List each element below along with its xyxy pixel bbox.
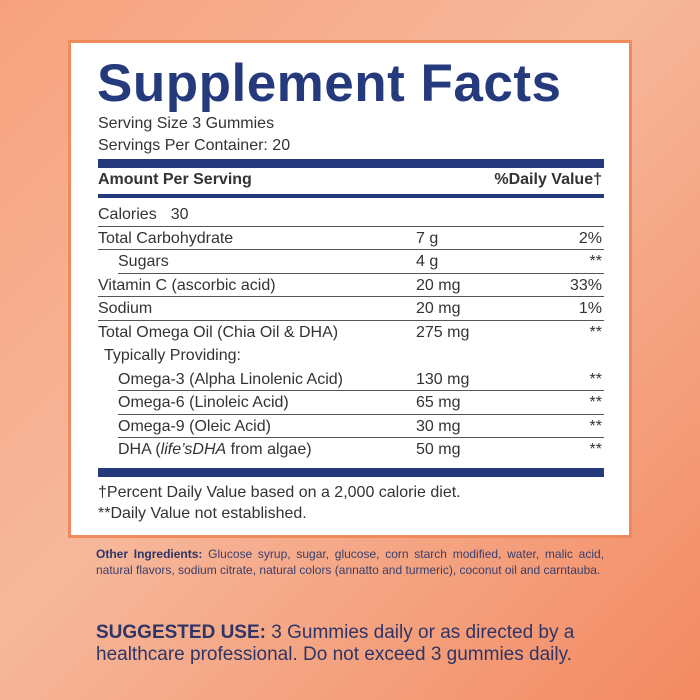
nutrient-label: Omega-9 (Oleic Acid) xyxy=(118,417,271,435)
nutrient-label: Omega-3 (Alpha Linolenic Acid) xyxy=(118,370,344,388)
serving-size: Serving Size 3 Gummies xyxy=(98,115,275,132)
nutrient-row: Total Omega Oil (Chia Oil & DHA) 275 mg ** xyxy=(98,321,604,345)
daily-value: ** xyxy=(589,253,602,270)
header-amount: Amount Per Serving xyxy=(98,171,252,188)
nutrient-label: Vitamin C (ascorbic acid) xyxy=(98,276,276,294)
amount: 65 mg xyxy=(416,394,461,411)
label: Other Ingredients: xyxy=(96,547,203,561)
label: SUGGESTED USE: xyxy=(96,622,266,643)
table-header: Amount Per Serving %Daily Value† xyxy=(98,171,604,189)
nutrient-label: Sodium xyxy=(98,300,153,317)
text: Glucose syrup, sugar, glucose, corn star… xyxy=(96,547,604,577)
nutrient-row: Omega-6 (Linoleic Acid) 65 mg ** xyxy=(118,391,604,415)
amount: 275 mg xyxy=(416,323,470,341)
daily-value: 33% xyxy=(569,276,602,294)
amount: 130 mg xyxy=(416,370,470,388)
facts-rows: Calories 30 Total Carbohydrate 7 g 2% Sugars 4… xyxy=(98,203,604,462)
amount: 20 mg xyxy=(416,276,461,294)
nutrient-row: Total Carbohydrate 7 g 2% xyxy=(98,227,604,250)
nutrient-label: Total Carbohydrate xyxy=(98,229,234,247)
facts-panel: Supplement Facts Serving Size 3 Gummies … xyxy=(68,40,632,538)
amount: 4 g xyxy=(416,253,439,270)
calories-row: Calories 30 xyxy=(98,203,604,227)
servings-per-container: Servings Per Container: 20 xyxy=(98,137,291,154)
amount: 30 mg xyxy=(416,417,461,435)
nutrient-row: DHA (life’sDHA from algae) 50 mg ** xyxy=(118,438,604,462)
title: Supplement Facts xyxy=(97,54,562,113)
amount: 7 g xyxy=(416,229,439,247)
other-ingredients: Other Ingredients: Glucose syrup, sugar,… xyxy=(96,546,604,578)
label-part: from algae) xyxy=(226,441,312,458)
nutrient-row: Vitamin C (ascorbic acid) 20 mg 33% xyxy=(98,274,604,297)
footnote: †Percent Daily Value based on a 2,000 ca… xyxy=(98,484,461,501)
calories-value: 30 xyxy=(170,206,189,223)
daily-value: ** xyxy=(589,323,602,341)
daily-value: ** xyxy=(589,394,602,411)
daily-value: ** xyxy=(589,370,602,388)
label-part: life’sDHA xyxy=(160,441,227,458)
nutrient-row: Sugars 4 g ** xyxy=(118,250,604,274)
calories-label: Calories xyxy=(98,206,157,223)
nutrient-row: Sodium 20 mg 1% xyxy=(98,297,604,321)
thick-rule xyxy=(98,159,604,168)
nutrient-label: Omega-6 (Linoleic Acid) xyxy=(118,394,289,411)
nutrient-row: Omega-9 (Oleic Acid) 30 mg ** xyxy=(118,415,604,438)
nutrient-label: Sugars xyxy=(118,253,169,270)
daily-value: 1% xyxy=(578,300,602,317)
header-dv: %Daily Value† xyxy=(494,171,602,188)
suggested-use: SUGGESTED USE: 3 Gummies daily or as dir… xyxy=(96,622,606,666)
medium-rule xyxy=(98,194,604,198)
thick-rule xyxy=(98,468,604,477)
nutrient-label: Total Omega Oil (Chia Oil & DHA) xyxy=(98,323,339,341)
label-part: DHA ( xyxy=(118,441,161,458)
nutrient-label: DHA (life’sDHA from algae) xyxy=(118,441,312,458)
amount: 50 mg xyxy=(416,441,461,458)
amount: 20 mg xyxy=(416,300,461,317)
daily-value: ** xyxy=(589,441,602,458)
daily-value: 2% xyxy=(578,229,602,247)
providing-label: Typically Providing: xyxy=(104,347,241,364)
nutrient-row: Omega-3 (Alpha Linolenic Acid) 130 mg ** xyxy=(118,368,604,391)
daily-value: ** xyxy=(589,417,602,435)
text: 3 Gummies daily or as directed by a heal… xyxy=(96,622,575,665)
footnote: **Daily Value not established. xyxy=(98,505,307,522)
